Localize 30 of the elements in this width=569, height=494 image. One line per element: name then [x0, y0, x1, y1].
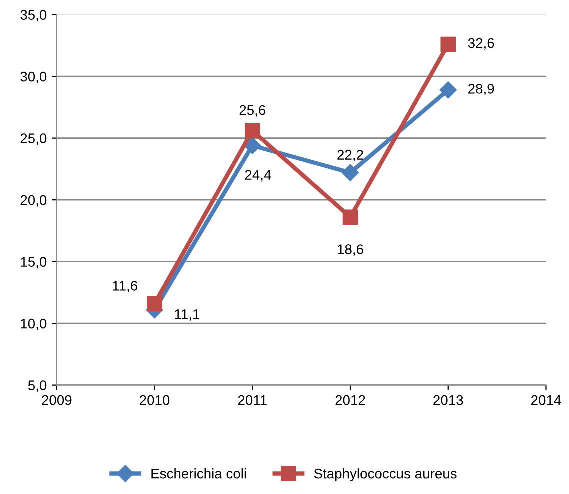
data-label: 22,2 [338, 150, 364, 162]
x-tick-label: 2011 [238, 395, 267, 406]
point [440, 82, 457, 99]
point [147, 296, 162, 312]
data-label: 32,6 [468, 38, 494, 50]
data-label: 25,6 [240, 105, 266, 117]
point [342, 164, 360, 182]
y-tick-label: 35,0 [20, 10, 47, 22]
point [244, 137, 262, 154]
y-tick-label: 10,0 [21, 318, 47, 330]
point [342, 210, 358, 225]
x-tick-label: 2009 [42, 395, 72, 406]
y-tick-label: 5,0 [28, 380, 47, 392]
data-label: 18,6 [338, 244, 364, 256]
x-tick-label: 2013 [434, 395, 464, 406]
data-label: 11,6 [113, 281, 138, 293]
y-tick-label: 15,0 [21, 257, 47, 269]
x-tick-label: 2010 [140, 395, 170, 406]
data-label: 28,9 [468, 84, 494, 96]
data-label: 24,4 [245, 170, 272, 182]
x-tick-label: 2014 [531, 395, 562, 406]
y-tick-label: 30,0 [20, 72, 47, 84]
data-label: 11,1 [175, 310, 200, 321]
point [440, 36, 456, 52]
point [244, 123, 260, 139]
y-tick-label: 20,0 [20, 195, 47, 207]
x-tick-label: 2012 [336, 395, 366, 406]
y-tick-label: 25,0 [20, 134, 47, 146]
legend-label: Staphylococcus aureus [314, 468, 457, 482]
legend-label: Escherichia coli [152, 468, 246, 479]
